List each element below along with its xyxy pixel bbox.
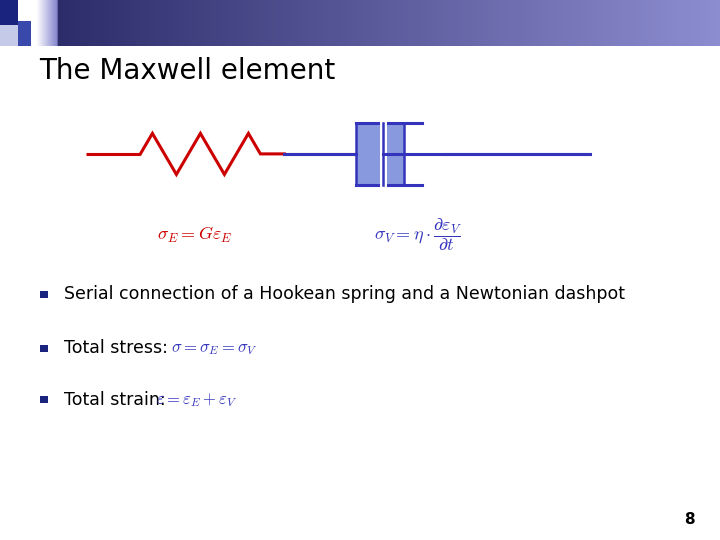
Text: $\sigma = \sigma_E = \sigma_V$: $\sigma = \sigma_E = \sigma_V$ xyxy=(171,339,258,357)
Bar xyxy=(40,396,48,403)
Text: Total strain:: Total strain: xyxy=(64,390,166,409)
Text: $\varepsilon = \varepsilon_E + \varepsilon_V$: $\varepsilon = \varepsilon_E + \varepsil… xyxy=(156,390,238,409)
Text: $\sigma_V = \eta \cdot \dfrac{\partial \varepsilon_V}{\partial t}$: $\sigma_V = \eta \cdot \dfrac{\partial \… xyxy=(374,217,462,253)
Text: Serial connection of a Hookean spring and a Newtonian dashpot: Serial connection of a Hookean spring an… xyxy=(64,285,625,303)
Text: $\sigma_E = G\varepsilon_E$: $\sigma_E = G\varepsilon_E$ xyxy=(157,225,232,245)
Bar xyxy=(356,123,404,185)
Bar xyxy=(0,25,18,46)
Text: 8: 8 xyxy=(684,511,695,526)
Text: Total stress:: Total stress: xyxy=(64,339,168,357)
Bar xyxy=(40,345,48,352)
Bar xyxy=(40,291,48,298)
Bar xyxy=(18,21,31,46)
Bar xyxy=(0,0,18,25)
Text: The Maxwell element: The Maxwell element xyxy=(40,57,336,85)
